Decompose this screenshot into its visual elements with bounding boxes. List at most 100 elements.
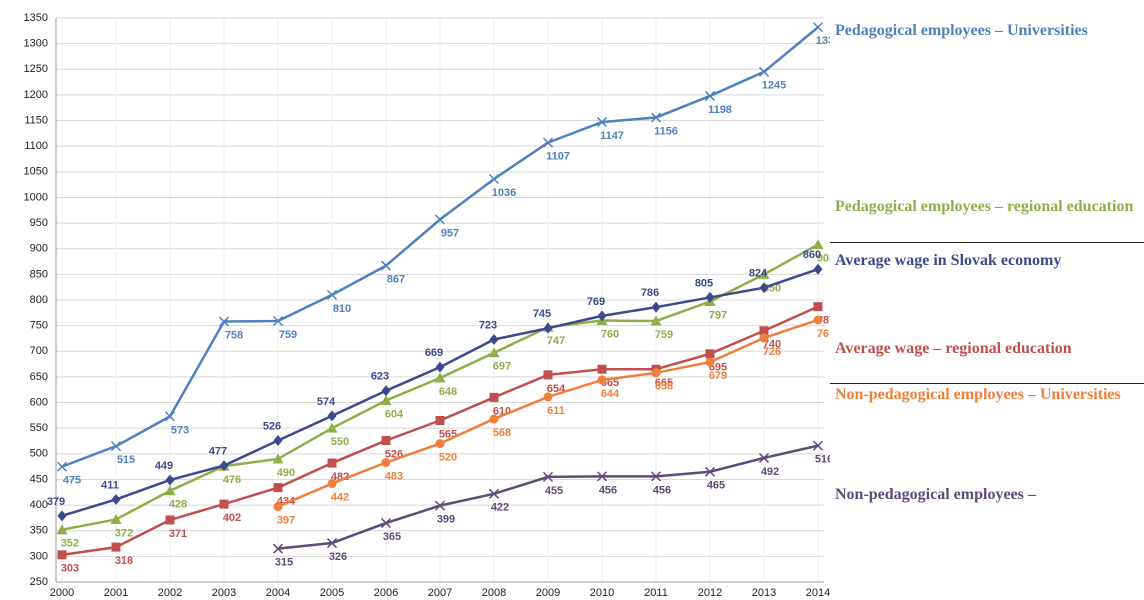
marker bbox=[650, 471, 662, 482]
data-label: 1156 bbox=[654, 125, 678, 137]
marker bbox=[542, 471, 554, 482]
data-label: 824 bbox=[749, 268, 768, 280]
data-label: 1332 bbox=[816, 35, 830, 47]
data-label: 665 bbox=[655, 377, 673, 389]
x-tick-label: 2004 bbox=[266, 587, 290, 599]
marker bbox=[812, 22, 824, 33]
y-tick-label: 450 bbox=[30, 473, 48, 485]
data-label: 456 bbox=[599, 484, 617, 496]
marker bbox=[651, 368, 661, 378]
marker bbox=[434, 372, 446, 383]
data-label: 786 bbox=[641, 287, 659, 299]
marker bbox=[596, 471, 608, 482]
marker bbox=[758, 268, 770, 279]
marker bbox=[381, 435, 391, 445]
data-label: 303 bbox=[61, 563, 79, 575]
data-label: 455 bbox=[545, 485, 563, 497]
x-tick-label: 2009 bbox=[536, 587, 560, 599]
data-label: 745 bbox=[533, 308, 551, 320]
marker bbox=[489, 392, 499, 402]
marker bbox=[327, 410, 337, 422]
data-label: 759 bbox=[279, 329, 297, 341]
y-tick-label: 1050 bbox=[24, 166, 48, 178]
x-tick-label: 2010 bbox=[590, 587, 614, 599]
y-tick-label: 1250 bbox=[24, 63, 48, 75]
marker bbox=[542, 137, 554, 148]
x-tick-label: 2001 bbox=[104, 587, 128, 599]
legend-entry: Average wage in Slovak economy bbox=[835, 252, 1062, 269]
marker bbox=[111, 493, 121, 505]
marker bbox=[380, 260, 392, 271]
marker bbox=[597, 364, 607, 374]
marker bbox=[488, 347, 500, 358]
data-label: 908 bbox=[817, 253, 830, 265]
data-label: 516 bbox=[815, 454, 830, 466]
marker bbox=[381, 385, 391, 397]
marker bbox=[434, 214, 446, 225]
data-label: 550 bbox=[331, 436, 349, 448]
marker bbox=[543, 370, 553, 380]
x-tick-label: 2002 bbox=[158, 587, 182, 599]
data-label: 611 bbox=[547, 405, 565, 417]
marker bbox=[219, 499, 229, 509]
y-tick-label: 1350 bbox=[24, 12, 48, 24]
marker bbox=[327, 479, 337, 489]
x-tick-label: 2006 bbox=[374, 587, 398, 599]
data-label: 726 bbox=[763, 346, 781, 358]
marker bbox=[110, 513, 122, 524]
y-tick-label: 850 bbox=[30, 268, 48, 280]
data-label: 957 bbox=[441, 227, 459, 239]
marker bbox=[380, 518, 392, 529]
data-label: 760 bbox=[601, 328, 619, 340]
data-label: 326 bbox=[329, 551, 347, 563]
x-tick-label: 2005 bbox=[320, 587, 344, 599]
y-tick-label: 700 bbox=[30, 345, 48, 357]
data-label: 658 bbox=[655, 381, 673, 393]
marker bbox=[380, 394, 392, 405]
data-label: 747 bbox=[547, 335, 565, 347]
marker bbox=[327, 458, 337, 468]
data-label: 318 bbox=[115, 555, 133, 567]
data-label: 411 bbox=[101, 479, 119, 491]
legend-entry: Average wage – regional education bbox=[835, 340, 1072, 357]
marker bbox=[435, 415, 445, 425]
marker bbox=[812, 440, 824, 451]
legend-separator bbox=[830, 383, 1144, 384]
x-tick-label: 2007 bbox=[428, 587, 452, 599]
x-tick-label: 2008 bbox=[482, 587, 506, 599]
data-label: 449 bbox=[155, 460, 173, 472]
data-label: 477 bbox=[209, 446, 227, 458]
y-tick-label: 1150 bbox=[24, 114, 48, 126]
x-tick-label: 2013 bbox=[752, 587, 776, 599]
marker bbox=[219, 460, 229, 472]
data-label: 397 bbox=[277, 515, 295, 527]
data-label: 810 bbox=[333, 303, 351, 315]
data-label: 1147 bbox=[600, 130, 624, 142]
y-tick-label: 950 bbox=[30, 217, 48, 229]
marker bbox=[759, 282, 769, 294]
marker bbox=[111, 542, 121, 552]
data-label: 483 bbox=[385, 470, 403, 482]
marker bbox=[164, 411, 176, 422]
marker bbox=[596, 117, 608, 128]
data-label: 1036 bbox=[492, 187, 516, 199]
marker bbox=[165, 474, 175, 486]
marker bbox=[759, 326, 769, 336]
y-tick-label: 800 bbox=[30, 294, 48, 306]
y-tick-label: 900 bbox=[30, 243, 48, 255]
data-label: 526 bbox=[263, 420, 281, 432]
marker bbox=[110, 441, 122, 452]
marker bbox=[813, 263, 823, 275]
marker bbox=[758, 452, 770, 463]
marker bbox=[165, 515, 175, 525]
y-tick-label: 1200 bbox=[24, 89, 48, 101]
marker bbox=[651, 301, 661, 313]
marker bbox=[273, 434, 283, 446]
marker bbox=[759, 333, 769, 343]
legend-entry: Pedagogical employees – regional educati… bbox=[835, 198, 1134, 215]
data-label: 860 bbox=[803, 249, 821, 261]
data-label: 759 bbox=[655, 329, 673, 341]
marker bbox=[272, 453, 284, 464]
data-label: 399 bbox=[437, 514, 455, 526]
